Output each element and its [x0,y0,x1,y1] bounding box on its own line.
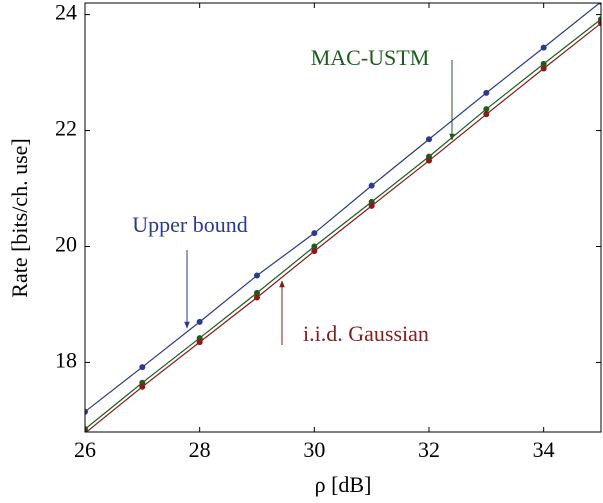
data-point [598,20,601,27]
y-tick-label: 24 [55,0,77,25]
data-point [254,294,260,301]
data-point [426,157,432,164]
x-tick-label: 34 [533,437,555,462]
x-tick-label: 32 [418,437,440,462]
y-tick-label: 22 [55,116,77,141]
series-line [85,3,601,413]
data-point [254,289,260,296]
data-point [254,272,260,279]
y-tick-label: 20 [55,232,77,257]
data-point [540,60,547,67]
data-point [311,243,318,250]
data-point [196,339,203,346]
data-point [139,383,146,390]
plot-area [85,3,601,432]
data-point [540,65,547,72]
series-line [85,22,601,432]
x-tick-label: 26 [74,437,96,462]
data-point [368,202,375,209]
annotation: i.i.d. Gaussian [303,321,429,346]
x-tick-label: 30 [303,437,325,462]
data-point [196,318,203,325]
x-tick-label: 28 [189,437,211,462]
data-point [139,364,146,371]
data-point [311,230,318,237]
data-point [311,248,318,255]
x-axis-label: ρ [dB] [315,472,372,497]
annotation: MAC-USTM [311,45,430,70]
data-point [483,111,490,118]
series-line [85,18,601,430]
data-point [426,136,432,143]
data-point [540,44,547,51]
data-point [483,106,490,113]
annotation: Upper bound [132,212,247,237]
data-point [483,89,490,96]
data-point [85,408,88,415]
data-point [368,182,375,189]
plot-frame [84,2,602,433]
y-tick-label: 18 [55,347,77,372]
y-axis-label: Rate [bits/ch. use] [7,138,32,297]
